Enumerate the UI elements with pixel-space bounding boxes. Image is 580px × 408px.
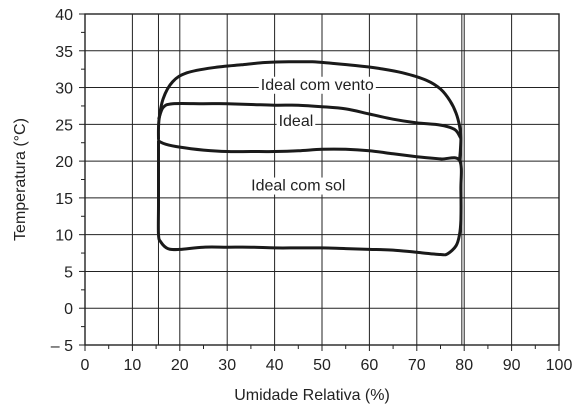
- zone-curve-3: [156, 139, 463, 257]
- zone-label: Ideal com vento: [261, 77, 374, 94]
- y-tick-label: 20: [55, 154, 73, 171]
- y-tick-label: 10: [55, 228, 73, 245]
- zone-curve-1: [156, 60, 463, 162]
- x-axis-title: Umidade Relativa (%): [234, 387, 390, 404]
- y-tick-label: 25: [55, 117, 73, 134]
- x-tick-label: 50: [313, 357, 331, 374]
- y-axis: – 5 0 5 10 15 20 25 30 35 40: [51, 7, 85, 355]
- zone-curve-2: [157, 101, 462, 140]
- y-axis-title: Temperatura (°C): [12, 118, 29, 241]
- x-tick-label: 90: [503, 357, 521, 374]
- x-tick-label: 100: [546, 357, 573, 374]
- x-axis: 0 10 20 30 40 50 60 70 80 90 100: [81, 345, 573, 374]
- y-tick-label: 35: [55, 44, 73, 61]
- x-tick-label: 10: [124, 357, 142, 374]
- x-tick-label: 60: [361, 357, 379, 374]
- x-tick-label: 40: [266, 357, 284, 374]
- zone-label: Ideal: [279, 113, 314, 130]
- x-tick-label: 30: [218, 357, 236, 374]
- zone-labels: Ideal com vento Ideal Ideal com sol: [249, 76, 376, 195]
- zone-label-background: [276, 112, 316, 130]
- zone-label-background: [258, 76, 376, 94]
- zone-curves: [156, 60, 463, 257]
- y-tick-label: – 5: [51, 338, 73, 355]
- x-tick-label: 0: [81, 357, 90, 374]
- x-tick-label: 80: [455, 357, 473, 374]
- y-tick-label: 0: [64, 301, 73, 318]
- y-tick-label: 5: [64, 264, 73, 281]
- zone-label-background: [249, 177, 348, 195]
- zone-label: Ideal com sol: [251, 178, 345, 195]
- y-tick-label: 30: [55, 81, 73, 98]
- x-tick-label: 70: [408, 357, 426, 374]
- x-tick-label: 20: [171, 357, 189, 374]
- y-tick-label: 40: [55, 7, 73, 24]
- y-tick-label: 15: [55, 191, 73, 208]
